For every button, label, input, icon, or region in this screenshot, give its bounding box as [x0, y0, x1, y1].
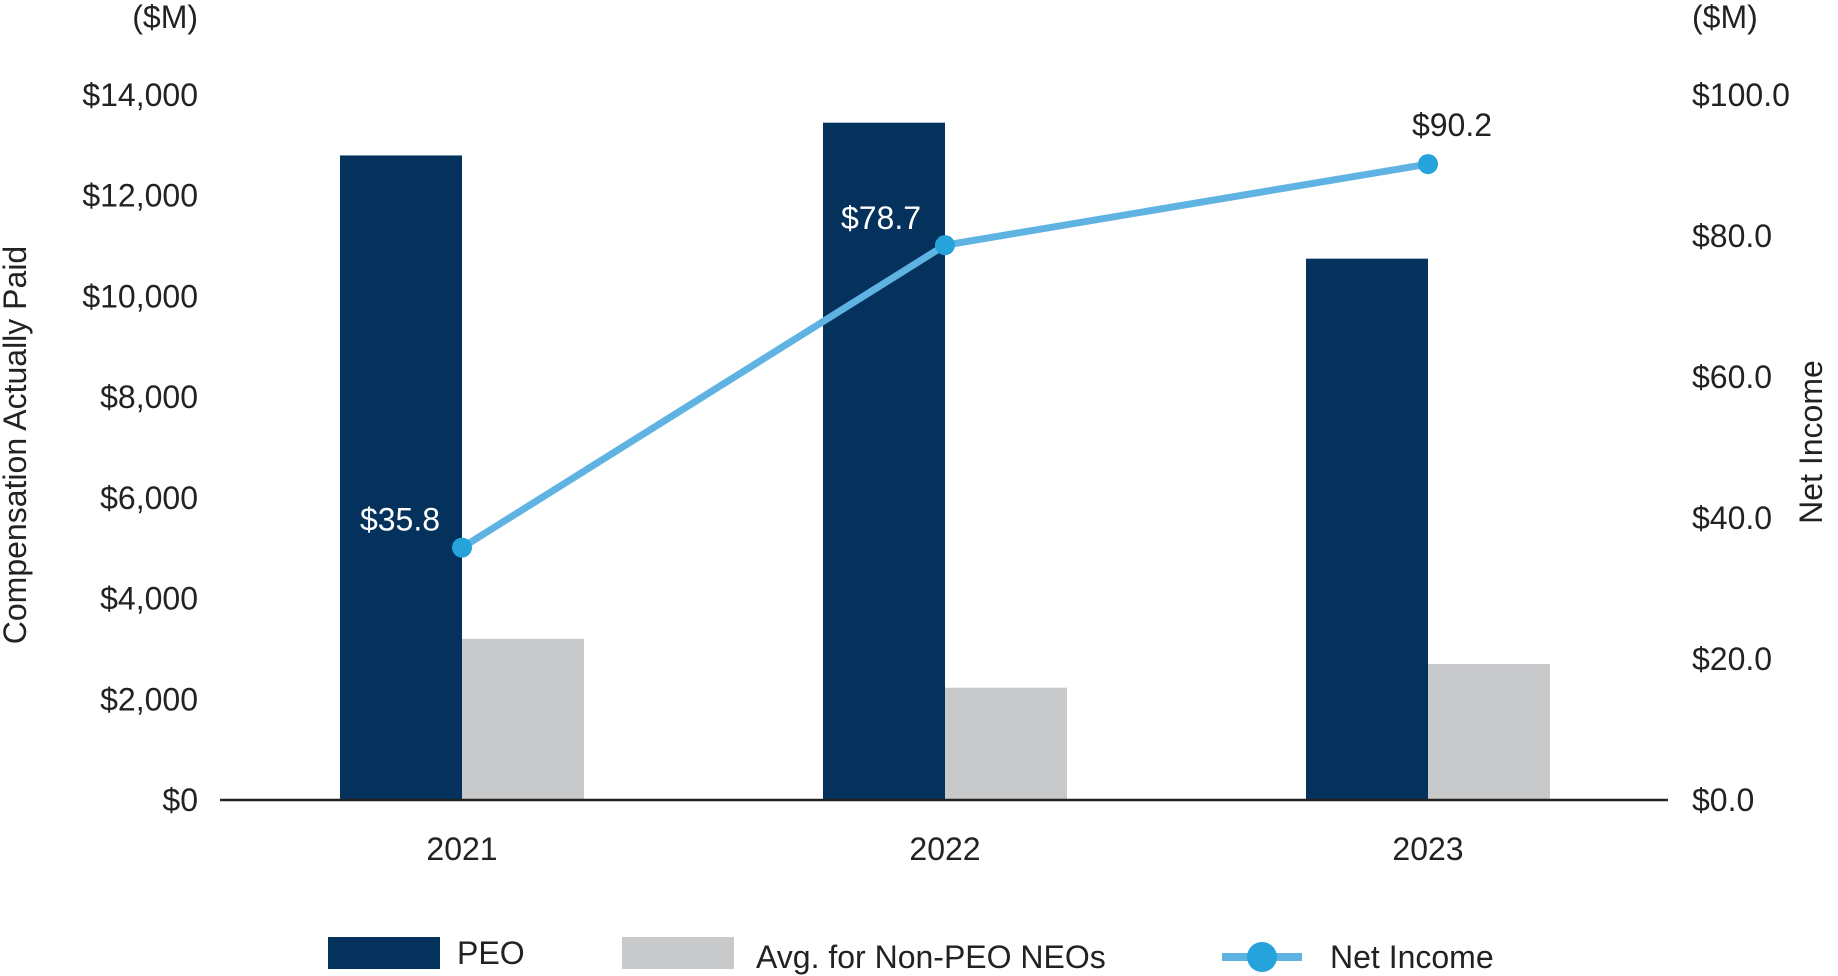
legend-item-non-peo: Avg. for Non-PEO NEOs	[622, 937, 1106, 975]
left-tick-label: $0	[162, 782, 198, 818]
x-tick-label-2021: 2021	[426, 831, 497, 867]
right-tick-label: $60.0	[1692, 359, 1772, 395]
bar-non-peo-2021	[462, 638, 584, 800]
left-tick-label: $10,000	[82, 278, 198, 314]
legend-label-peo: PEO	[457, 935, 525, 971]
legend-label-non-peo: Avg. for Non-PEO NEOs	[756, 939, 1106, 975]
legend-swatch-non-peo	[622, 937, 734, 969]
left-tick-label: $2,000	[100, 681, 198, 717]
left-tick-label: $4,000	[100, 581, 198, 617]
net-income-point-2021	[452, 537, 472, 558]
right-tick-label: $20.0	[1692, 641, 1772, 677]
right-tick-label: $100.0	[1692, 77, 1790, 113]
right-tick-label: $40.0	[1692, 500, 1772, 536]
bar-peo-2023	[1306, 258, 1428, 800]
left-tick-label: $14,000	[82, 77, 198, 113]
right-tick-label: $0.0	[1692, 782, 1754, 818]
right-tick-label: $80.0	[1692, 218, 1772, 254]
net-income-label-2021: $35.8	[360, 502, 440, 538]
right-axis-title: Net Income	[1793, 360, 1829, 524]
net-income-label-2023: $90.2	[1412, 107, 1492, 143]
right-axis-unit: ($M)	[1692, 0, 1758, 35]
net-income-point-2022	[935, 235, 955, 256]
left-tick-label: $8,000	[100, 379, 198, 415]
legend-marker-net-income	[1247, 942, 1277, 972]
x-tick-label-2023: 2023	[1392, 831, 1463, 867]
left-tick-label: $6,000	[100, 480, 198, 516]
bar-non-peo-2022	[945, 687, 1067, 800]
x-tick-label-2022: 2022	[909, 831, 980, 867]
legend: PEO Avg. for Non-PEO NEOs Net Income	[328, 935, 1494, 975]
legend-item-net-income: Net Income	[1222, 939, 1494, 975]
bar-peo-2022	[823, 122, 945, 801]
legend-label-net-income: Net Income	[1330, 939, 1494, 975]
net-income-point-2023	[1418, 154, 1438, 175]
bar-peo-2021	[340, 155, 462, 800]
bar-non-peo-2023	[1428, 664, 1550, 800]
left-axis-unit: ($M)	[132, 0, 198, 35]
left-tick-label: $12,000	[82, 178, 198, 214]
axes-layer: 2021 2022 2023 $0 $2,000 $4,000 $6,000 $8,000 $1…	[82, 77, 1790, 867]
legend-swatch-peo	[328, 937, 440, 969]
bars-layer	[340, 122, 1550, 801]
line-layer: $35.8 $78.7 $90.2	[360, 107, 1492, 558]
legend-item-peo: PEO	[328, 935, 525, 971]
net-income-label-2022: $78.7	[841, 200, 921, 236]
left-axis-title: Compensation Actually Paid	[0, 246, 33, 644]
